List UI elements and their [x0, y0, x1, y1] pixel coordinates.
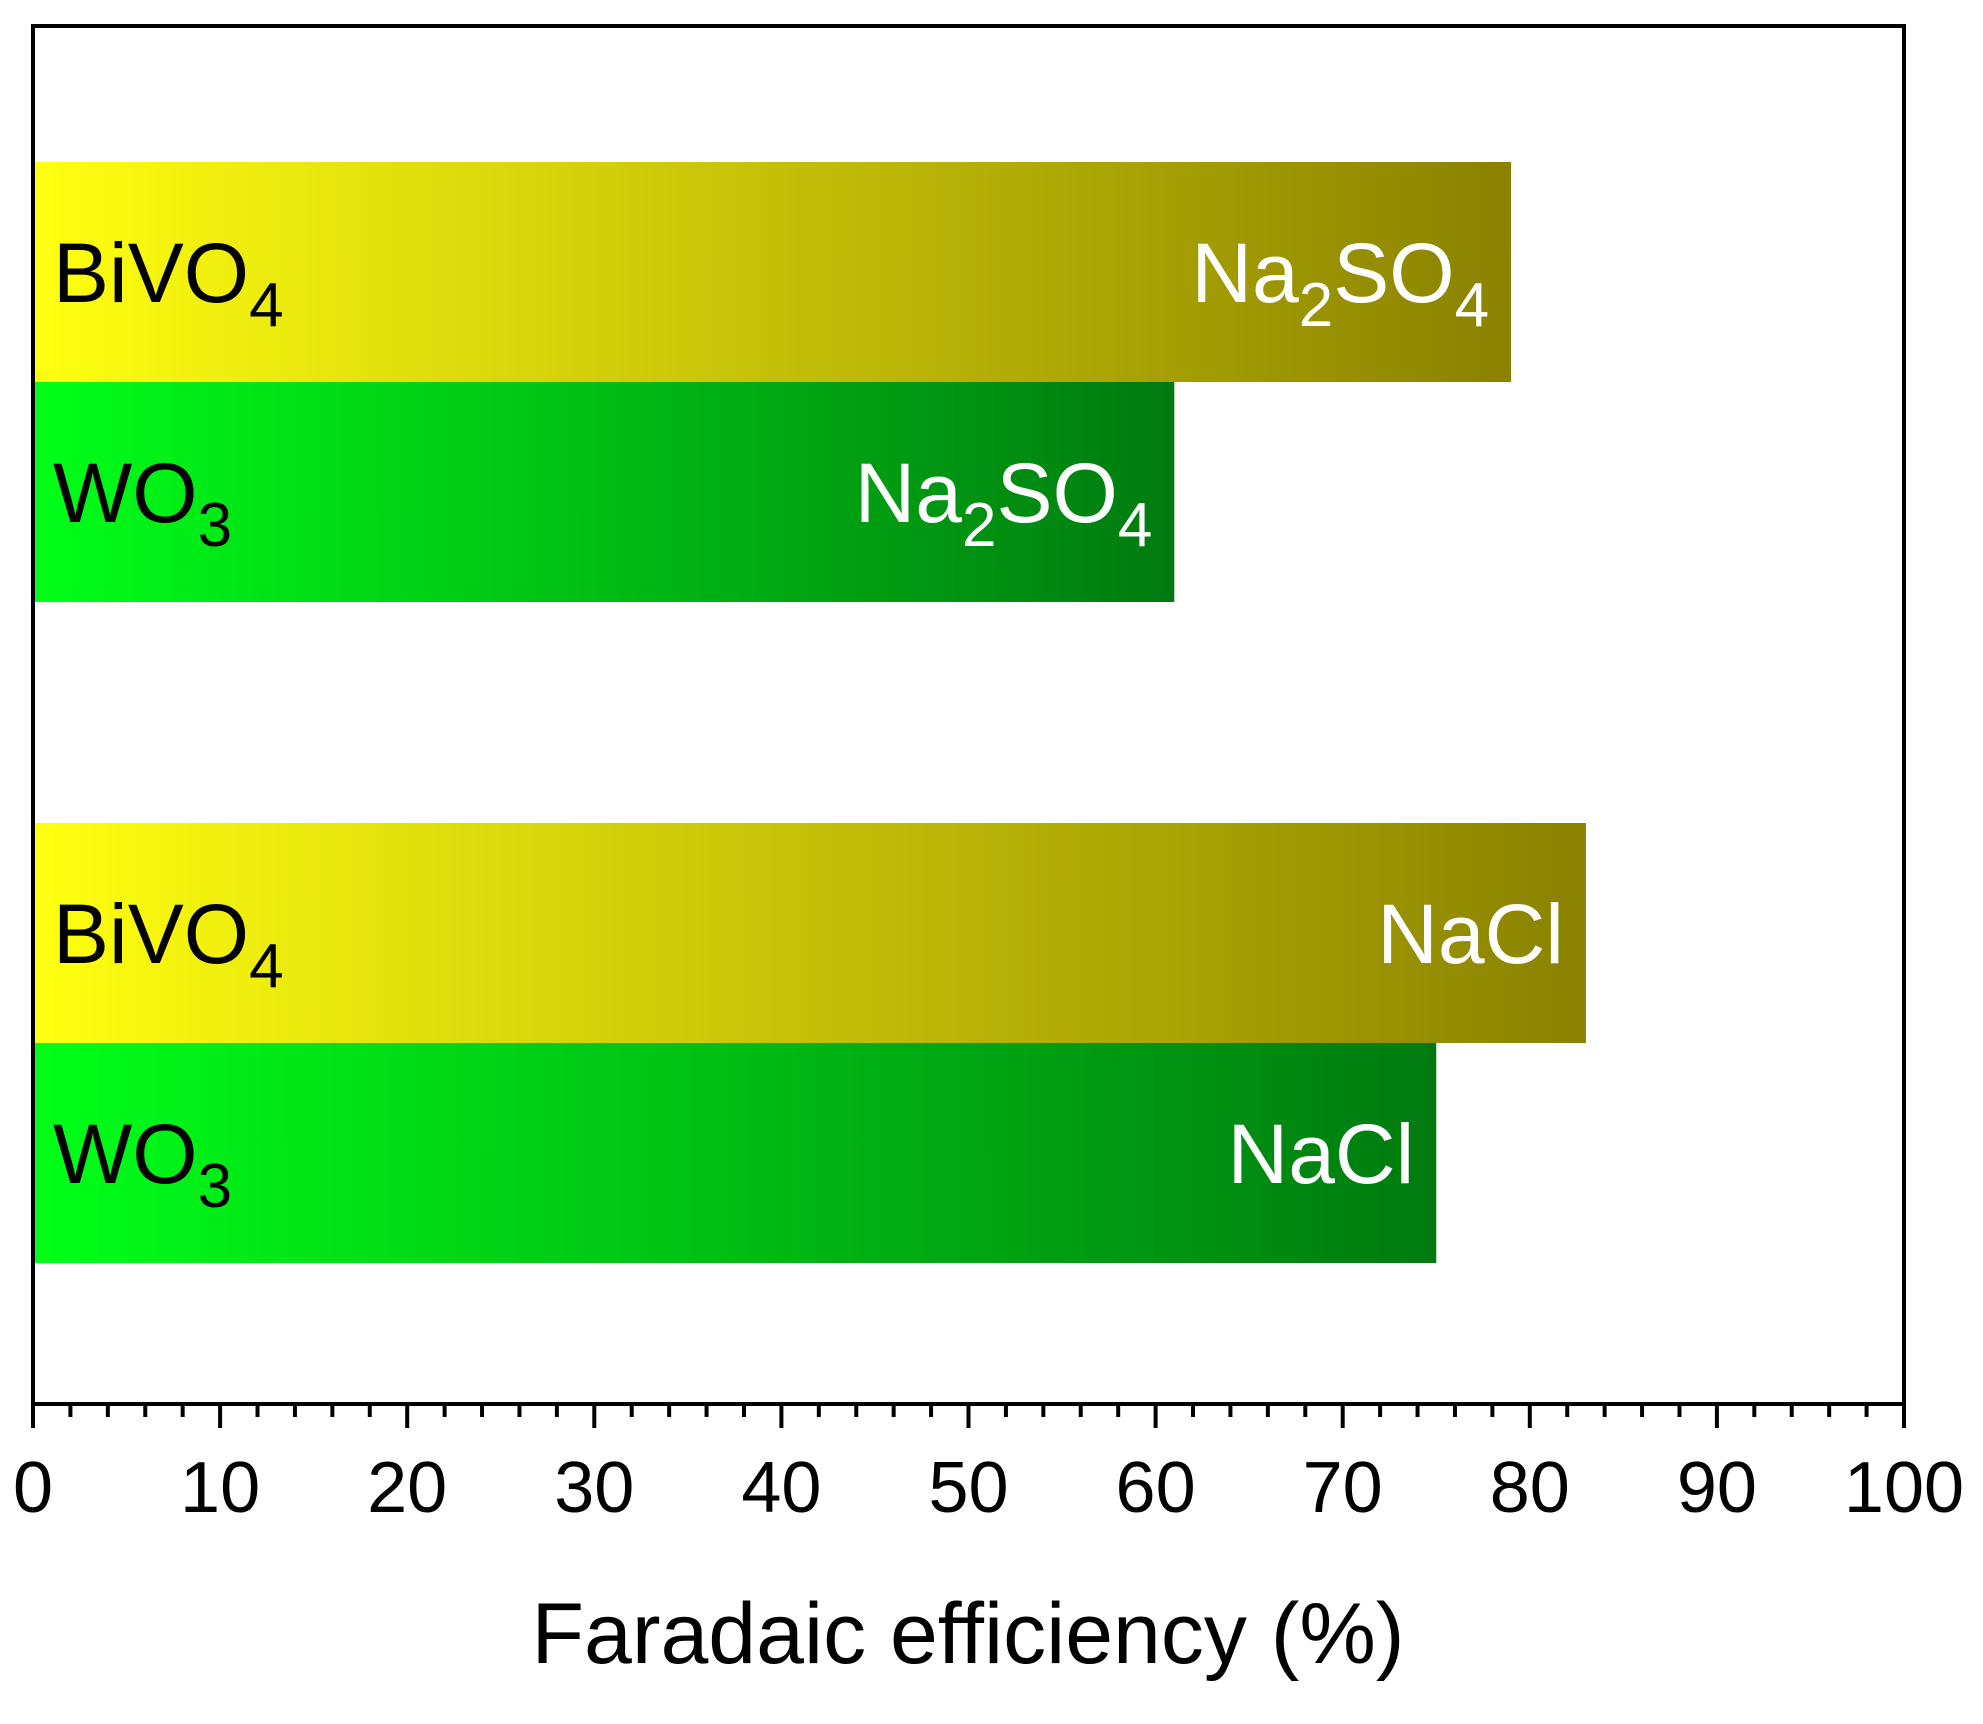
material-subscript: 3: [198, 1152, 232, 1221]
bar-material-label: WO3: [53, 1107, 232, 1221]
x-tick-label: 20: [367, 1448, 447, 1528]
electrolyte-subscript: 4: [1118, 491, 1152, 560]
x-tick-label: 60: [1116, 1448, 1196, 1528]
bar-wo3-na2so4: [33, 382, 1175, 602]
bar-bivo4-nacl: [33, 823, 1586, 1043]
electrolyte-subscript: 2: [962, 491, 996, 560]
electrolyte-subscript: 4: [1455, 271, 1489, 340]
x-tick-label: 50: [928, 1448, 1008, 1528]
bar-electrolyte-label: Na2SO4: [855, 446, 1153, 560]
x-tick-label: 70: [1303, 1448, 1383, 1528]
bar-electrolyte-label: NaCl: [1377, 887, 1564, 981]
electrolyte-formula: SO: [996, 446, 1117, 540]
bar-material-label: BiVO4: [53, 226, 284, 340]
material-formula: BiVO: [53, 887, 249, 981]
electrolyte-formula: NaCl: [1228, 1107, 1415, 1201]
electrolyte-formula: Na: [855, 446, 963, 540]
bar-material-label: WO3: [53, 446, 232, 560]
material-subscript: 4: [249, 271, 283, 340]
x-axis-title: Faradaic efficiency (%): [531, 1586, 1404, 1682]
bar-material-label: BiVO4: [53, 887, 284, 1001]
bar-wo3-nacl: [33, 1043, 1437, 1263]
material-subscript: 3: [198, 491, 232, 560]
x-tick-label: 90: [1677, 1448, 1757, 1528]
bar-group: WO3 NaCl: [33, 1043, 1437, 1263]
x-tick-label: 0: [13, 1448, 53, 1528]
electrolyte-subscript: 2: [1299, 271, 1333, 340]
x-tick-label: 100: [1844, 1448, 1964, 1528]
x-tick-label: 80: [1490, 1448, 1570, 1528]
bar-bivo4-na2so4: [33, 162, 1512, 382]
electrolyte-formula: SO: [1333, 226, 1454, 320]
electrolyte-formula: NaCl: [1377, 887, 1564, 981]
x-tick-label: 40: [741, 1448, 821, 1528]
bar-electrolyte-label: Na2SO4: [1191, 226, 1489, 340]
bar-group: BiVO4 Na2SO4: [33, 162, 1512, 382]
x-tick-label: 10: [180, 1448, 260, 1528]
bar-electrolyte-label: NaCl: [1228, 1107, 1415, 1201]
electrolyte-formula: Na: [1191, 226, 1299, 320]
material-formula: WO: [53, 446, 198, 540]
x-tick-label: 30: [554, 1448, 634, 1528]
x-axis: 0 10 20 30 40 50 60 70 80 90 100: [13, 1404, 1964, 1528]
material-formula: BiVO: [53, 226, 249, 320]
bar-group: WO3 Na2SO4: [33, 382, 1175, 602]
material-formula: WO: [53, 1107, 198, 1201]
bar-group: BiVO4 NaCl: [33, 823, 1586, 1043]
material-subscript: 4: [249, 932, 283, 1001]
